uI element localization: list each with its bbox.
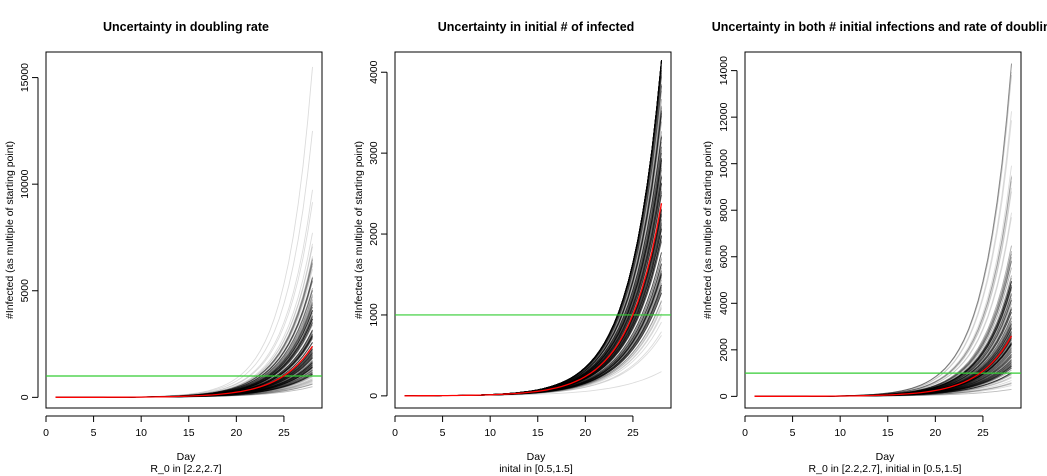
y-tick-label: 6000 [718, 245, 730, 269]
x-tick-label: 10 [484, 427, 496, 439]
y-tick-label: 4000 [718, 291, 730, 315]
x-tick-label: 25 [278, 427, 290, 439]
y-tick-label: 3000 [368, 141, 380, 165]
simulation-line [754, 111, 1012, 397]
y-tick-label: 2000 [718, 338, 730, 362]
y-axis-label: #Infected (as multiple of starting point… [702, 141, 714, 319]
x-tick-label: 0 [392, 427, 398, 439]
x-tick-label: 0 [43, 427, 49, 439]
x-tick-label: 25 [627, 427, 639, 439]
simulation-line [754, 63, 1012, 397]
mean-curve [754, 335, 1013, 397]
y-axis: 0 1000 2000 3000 4000 [368, 60, 388, 399]
panel-both: 0 5 10 15 20 25 0 2000 4000 6000 8000 10000 12000 14… [702, 20, 1047, 475]
y-tick-label: 5000 [19, 279, 31, 303]
y-axis: 0 2000 4000 6000 8000 10000 12000 14000 [718, 56, 738, 399]
plot-frame [744, 51, 1022, 409]
simulation-line [404, 73, 662, 397]
y-tick-label: 2000 [368, 222, 380, 246]
simulation-line [754, 120, 1012, 397]
x-tick-label: 25 [977, 427, 989, 439]
x-axis-label: Day [527, 451, 546, 463]
simulation-line [404, 76, 662, 397]
simulation-lines [55, 66, 313, 398]
mean-curve [404, 203, 663, 397]
x-axis-sublabel: inital in [0.5,1.5] [499, 463, 573, 475]
simulation-line [754, 63, 1012, 397]
plot-frame [394, 51, 672, 409]
simulation-line [754, 165, 1012, 397]
simulation-line [754, 63, 1012, 397]
x-tick-label: 10 [135, 427, 147, 439]
x-axis: 0 5 10 15 20 25 [392, 415, 639, 439]
y-axis: 0 5000 10000 15000 [19, 63, 39, 400]
chart-title: Uncertainty in doubling rate [103, 20, 269, 34]
plot-frame [45, 51, 323, 409]
panel-initial-infected: 0 5 10 15 20 25 0 1000 2000 3000 4000 Uncertainty… [353, 20, 672, 475]
y-axis-label: #Infected (as multiple of starting point… [353, 141, 365, 319]
x-axis: 0 5 10 15 20 25 [742, 415, 989, 439]
simulation-line [404, 167, 662, 397]
simulation-line [55, 189, 313, 398]
y-tick-label: 8000 [718, 198, 730, 222]
x-axis-label: Day [876, 451, 895, 463]
y-tick-label: 0 [368, 393, 380, 399]
y-tick-label: 14000 [718, 56, 730, 85]
simulation-lines [754, 63, 1012, 397]
x-tick-label: 10 [834, 427, 846, 439]
y-tick-label: 4000 [368, 60, 380, 84]
y-tick-label: 10000 [19, 169, 31, 198]
x-axis-label: Day [177, 451, 196, 463]
x-axis: 0 5 10 15 20 25 [43, 415, 290, 439]
simulation-line [754, 71, 1012, 397]
x-tick-label: 5 [790, 427, 796, 439]
y-tick-label: 15000 [19, 63, 31, 92]
y-tick-label: 10000 [718, 149, 730, 178]
x-tick-label: 5 [440, 427, 446, 439]
x-axis-sublabel: R_0 in [2.2,2.7], initial in [0.5,1.5] [809, 463, 962, 475]
x-tick-label: 15 [532, 427, 544, 439]
x-tick-label: 20 [231, 427, 243, 439]
x-tick-label: 15 [882, 427, 894, 439]
x-tick-label: 20 [930, 427, 942, 439]
simulation-line [404, 75, 662, 397]
simulation-line [404, 169, 662, 397]
y-tick-label: 0 [718, 393, 730, 399]
x-tick-label: 5 [91, 427, 97, 439]
simulation-line [754, 63, 1012, 397]
x-tick-label: 20 [580, 427, 592, 439]
panel-doubling-rate: 0 5 10 15 20 25 0 5000 10000 15000 Uncertainty i… [4, 20, 323, 475]
x-tick-label: 15 [183, 427, 195, 439]
mean-curve [55, 345, 314, 398]
y-tick-label: 1000 [368, 303, 380, 327]
x-tick-label: 0 [742, 427, 748, 439]
y-tick-label: 0 [19, 394, 31, 400]
y-tick-label: 12000 [718, 102, 730, 131]
x-axis-sublabel: R_0 in [2.2,2.7] [150, 463, 221, 475]
chart-title: Uncertainty in both # initial infections… [712, 20, 1047, 34]
y-axis-label: #Infected (as multiple of starting point… [4, 141, 16, 319]
chart-title: Uncertainty in initial # of infected [438, 20, 635, 34]
simulation-lines [404, 60, 662, 397]
